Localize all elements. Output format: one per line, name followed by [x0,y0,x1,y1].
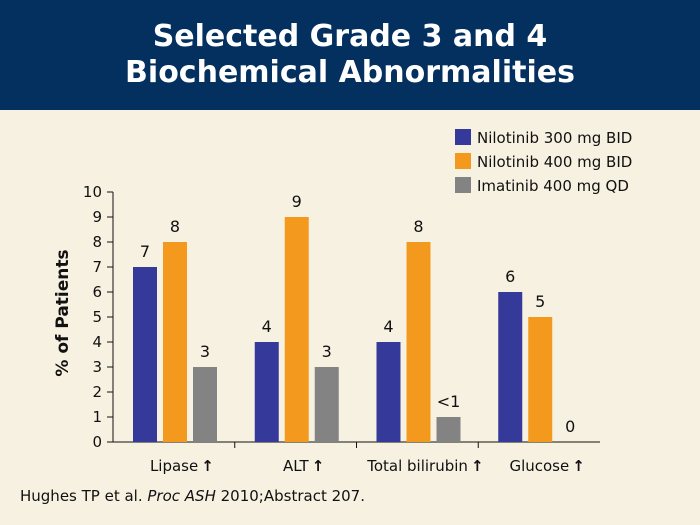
citation-journal: Proc ASH [147,487,216,505]
legend-swatch [455,129,471,145]
y-axis-label: % of Patients [53,249,73,376]
chart-legend: Nilotinib 300 mg BID Nilotinib 400 mg BID… [455,129,632,195]
y-tick-label: 5 [92,308,102,326]
bar [193,367,217,442]
data-label: 5 [535,292,545,311]
up-arrow-icon: ↑ [471,457,484,475]
bar [284,217,309,442]
title-banner: Selected Grade 3 and 4 Biochemical Abnor… [0,0,700,110]
bar [406,242,431,442]
data-label: 9 [292,192,302,211]
data-label: <1 [437,392,461,411]
data-label: 3 [322,342,332,361]
data-label: 8 [413,217,423,236]
bar [163,242,187,442]
chart-bars [133,217,553,442]
legend-label: Nilotinib 300 mg BID [477,129,632,147]
category-name: Total bilirubin [366,457,468,475]
data-label: 4 [383,317,393,336]
category-name: ALT [283,457,310,475]
up-arrow-icon: ↑ [312,457,325,475]
x-tick-label: Total bilirubin ↑ [366,457,483,475]
bar [254,342,279,442]
legend-swatch [455,153,471,169]
y-tick-label: 7 [92,258,102,276]
category-name: Lipase [150,457,198,475]
bar [376,342,401,442]
legend-label: Nilotinib 400 mg BID [477,153,632,171]
y-tick-label: 6 [92,283,102,301]
y-tick-label: 4 [92,333,102,351]
y-tick-label: 0 [92,433,102,451]
data-label: 0 [565,417,575,436]
data-label: 4 [262,317,272,336]
data-label: 3 [200,342,210,361]
bar [314,367,339,442]
bar [498,292,523,442]
x-tick-label: ALT ↑ [283,457,324,475]
citation-authors: Hughes TP et al. [20,487,148,505]
y-tick-label: 1 [92,408,102,426]
citation-details: 2010;Abstract 207. [215,487,365,505]
x-tick-label: Glucose ↑ [509,457,584,475]
y-tick-label: 9 [92,208,102,226]
bar [528,317,553,442]
chart-data-labels: 7 8 3 4 9 3 4 8 <1 6 5 0 [140,192,575,436]
legend-swatch [455,177,471,193]
slide-title-line-2: Biochemical Abnormalities [125,55,575,90]
data-label: 6 [505,267,515,286]
y-tick-label: 10 [83,183,102,201]
bar [133,267,157,442]
data-label: 7 [140,242,150,261]
legend-label: Imatinib 400 mg QD [477,177,629,195]
category-name: Glucose [509,457,569,475]
bar [436,417,461,442]
y-tick-label: 8 [92,233,102,251]
up-arrow-icon: ↑ [572,457,585,475]
y-tick-label: 2 [92,383,102,401]
data-label: 8 [170,217,180,236]
citation: Hughes TP et al. Proc ASH 2010;Abstract … [20,487,365,505]
x-tick-label: Lipase ↑ [150,457,214,475]
slide-title-line-1: Selected Grade 3 and 4 [152,19,548,54]
up-arrow-icon: ↑ [201,457,214,475]
y-tick-label: 3 [92,358,102,376]
